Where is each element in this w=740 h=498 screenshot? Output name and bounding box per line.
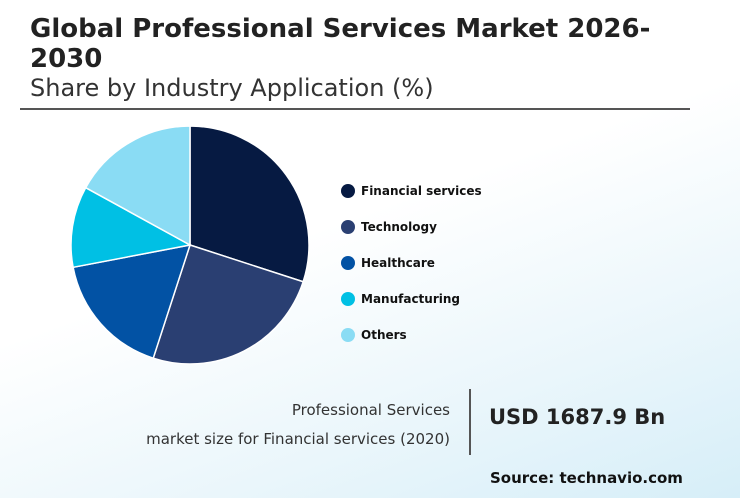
legend-item-financial-services: Financial services [341,173,482,209]
legend-item-healthcare: Healthcare [341,245,482,281]
legend-swatch [341,184,355,198]
header-divider [20,108,690,110]
legend-item-others: Others [341,317,482,353]
legend-label: Healthcare [361,256,435,270]
legend-label: Technology [361,220,437,234]
pie-slice-financial-services [189,125,310,283]
market-size-value: USD 1687.9 Bn [489,405,666,429]
legend-swatch [341,220,355,234]
source-credit: Source: technavio.com [490,469,683,487]
pie-slice-manufacturing [70,186,193,269]
legend-swatch [341,292,355,306]
legend-item-manufacturing: Manufacturing [341,281,482,317]
pie-slice-others [84,125,191,247]
chart-title: Global Professional Services Market 2026… [30,14,651,74]
market-size-caption-line2: market size for Financial services (2020… [146,430,450,448]
legend-swatch [341,256,355,270]
legend-label: Financial services [361,184,482,198]
chart-legend: Financial services Technology Healthcare Ma… [341,173,482,353]
market-size-caption: Professional Services market size for Fi… [146,396,450,454]
pie-slice-healthcare [72,244,192,360]
legend-label: Manufacturing [361,292,460,306]
footer-divider [469,389,471,455]
legend-label: Others [361,328,407,342]
chart-subtitle: Share by Industry Application (%) [30,74,434,102]
legend-item-technology: Technology [341,209,482,245]
market-size-caption-line1: Professional Services [291,401,450,419]
legend-swatch [341,328,355,342]
pie-slice-technology [152,244,305,365]
